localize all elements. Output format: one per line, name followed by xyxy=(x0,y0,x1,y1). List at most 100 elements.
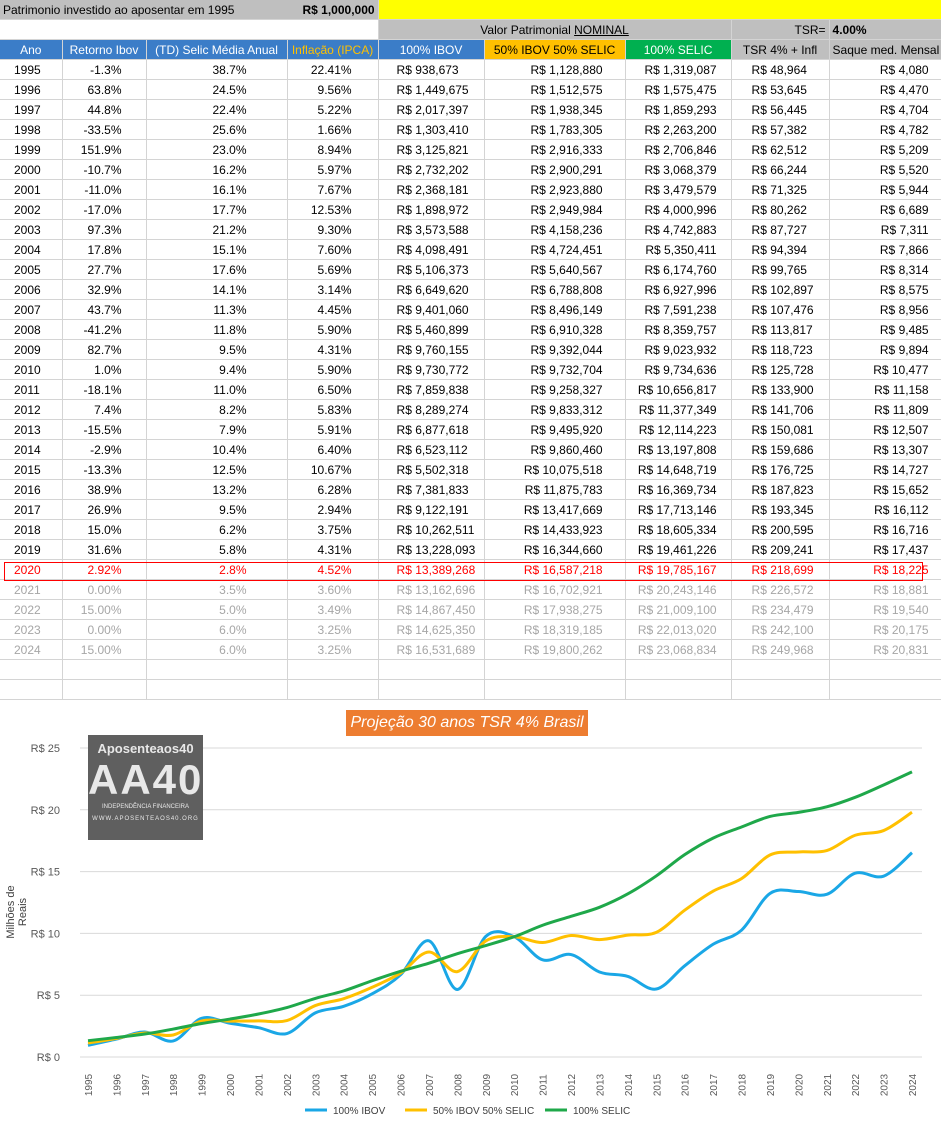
table-cell[interactable]: 11.0% xyxy=(146,379,288,400)
table-cell[interactable]: -1.3% xyxy=(62,59,147,80)
table-cell[interactable]: 8.2% xyxy=(146,399,288,420)
table-cell[interactable]: 2002 xyxy=(0,199,63,220)
table-cell[interactable]: 31.6% xyxy=(62,539,147,560)
table-cell[interactable]: 5.8% xyxy=(146,539,288,560)
table-cell[interactable]: 14.1% xyxy=(146,279,288,300)
column-header[interactable]: 50% IBOV 50% SELIC xyxy=(484,39,626,60)
table-cell[interactable]: 1997 xyxy=(0,99,63,120)
table-cell[interactable]: 2013 xyxy=(0,419,63,440)
table-cell[interactable]: 1996 xyxy=(0,79,63,100)
table-cell[interactable]: 15.1% xyxy=(146,239,288,260)
table-cell[interactable]: R$ 7,381,833 xyxy=(378,479,485,500)
empty-cell[interactable] xyxy=(62,679,147,700)
table-cell[interactable]: R$ 20,243,146 xyxy=(625,579,732,600)
table-cell[interactable]: R$ 4,704 xyxy=(829,99,941,120)
empty-cell[interactable] xyxy=(0,679,63,700)
table-cell[interactable]: R$ 4,782 xyxy=(829,119,941,140)
table-cell[interactable]: R$ 4,098,491 xyxy=(378,239,485,260)
table-cell[interactable]: 17.6% xyxy=(146,259,288,280)
table-cell[interactable]: R$ 11,875,783 xyxy=(484,479,626,500)
table-cell[interactable]: 5.83% xyxy=(287,399,379,420)
table-cell[interactable]: R$ 8,956 xyxy=(829,299,941,320)
table-cell[interactable]: 2009 xyxy=(0,339,63,360)
table-cell[interactable]: 44.8% xyxy=(62,99,147,120)
table-cell[interactable]: 6.28% xyxy=(287,479,379,500)
table-cell[interactable]: R$ 13,389,268 xyxy=(378,559,485,580)
table-cell[interactable]: R$ 176,725 xyxy=(731,459,830,480)
table-cell[interactable]: R$ 9,734,636 xyxy=(625,359,732,380)
table-cell[interactable]: R$ 2,900,291 xyxy=(484,159,626,180)
table-cell[interactable]: R$ 1,449,675 xyxy=(378,79,485,100)
table-cell[interactable]: R$ 9,392,044 xyxy=(484,339,626,360)
table-cell[interactable]: R$ 249,968 xyxy=(731,639,830,660)
table-cell[interactable]: R$ 53,645 xyxy=(731,79,830,100)
table-cell[interactable]: R$ 218,699 xyxy=(731,559,830,580)
table-cell[interactable]: R$ 226,572 xyxy=(731,579,830,600)
table-cell[interactable]: -41.2% xyxy=(62,319,147,340)
table-cell[interactable]: 25.6% xyxy=(146,119,288,140)
table-cell[interactable]: 2011 xyxy=(0,379,63,400)
table-cell[interactable]: R$ 2,706,846 xyxy=(625,139,732,160)
table-cell[interactable]: R$ 87,727 xyxy=(731,219,830,240)
empty-cell[interactable] xyxy=(146,679,288,700)
table-cell[interactable]: R$ 6,877,618 xyxy=(378,419,485,440)
table-cell[interactable]: R$ 22,013,020 xyxy=(625,619,732,640)
empty-cell[interactable] xyxy=(829,679,941,700)
table-cell[interactable]: 15.0% xyxy=(62,519,147,540)
table-cell[interactable]: R$ 8,575 xyxy=(829,279,941,300)
table-cell[interactable]: R$ 159,686 xyxy=(731,439,830,460)
table-cell[interactable]: R$ 6,523,112 xyxy=(378,439,485,460)
table-cell[interactable]: R$ 113,817 xyxy=(731,319,830,340)
table-cell[interactable]: 2014 xyxy=(0,439,63,460)
table-cell[interactable]: 1998 xyxy=(0,119,63,140)
empty-cell[interactable] xyxy=(731,679,830,700)
table-cell[interactable]: R$ 7,591,238 xyxy=(625,299,732,320)
table-cell[interactable]: R$ 17,938,275 xyxy=(484,599,626,620)
table-cell[interactable]: 9.56% xyxy=(287,79,379,100)
table-cell[interactable]: R$ 16,531,689 xyxy=(378,639,485,660)
column-header[interactable]: TSR 4% + Infl xyxy=(731,39,830,60)
table-cell[interactable]: R$ 12,507 xyxy=(829,419,941,440)
table-cell[interactable]: 6.40% xyxy=(287,439,379,460)
table-cell[interactable]: 13.2% xyxy=(146,479,288,500)
table-cell[interactable]: R$ 10,477 xyxy=(829,359,941,380)
table-cell[interactable]: R$ 2,368,181 xyxy=(378,179,485,200)
table-cell[interactable]: 2012 xyxy=(0,399,63,420)
table-cell[interactable]: R$ 9,258,327 xyxy=(484,379,626,400)
column-header[interactable]: Inflação (IPCA) xyxy=(287,39,379,60)
nominal-label-cell[interactable]: Valor Patrimonial NOMINAL xyxy=(378,19,732,40)
table-cell[interactable]: R$ 6,927,996 xyxy=(625,279,732,300)
table-cell[interactable]: 1.66% xyxy=(287,119,379,140)
column-header[interactable]: Saque med. Mensal xyxy=(829,39,941,60)
table-cell[interactable]: R$ 14,433,923 xyxy=(484,519,626,540)
table-cell[interactable]: 43.7% xyxy=(62,299,147,320)
tsr-value-cell[interactable]: 4.00% xyxy=(829,19,941,40)
table-cell[interactable]: R$ 56,445 xyxy=(731,99,830,120)
table-cell[interactable]: R$ 1,783,305 xyxy=(484,119,626,140)
table-cell[interactable]: R$ 16,587,218 xyxy=(484,559,626,580)
table-cell[interactable]: 2023 xyxy=(0,619,63,640)
table-cell[interactable]: R$ 7,866 xyxy=(829,239,941,260)
table-cell[interactable]: 16.1% xyxy=(146,179,288,200)
table-cell[interactable]: R$ 8,359,757 xyxy=(625,319,732,340)
table-cell[interactable]: 23.0% xyxy=(146,139,288,160)
table-cell[interactable]: R$ 2,949,984 xyxy=(484,199,626,220)
table-cell[interactable]: R$ 5,106,373 xyxy=(378,259,485,280)
table-cell[interactable]: -10.7% xyxy=(62,159,147,180)
table-cell[interactable]: 4.31% xyxy=(287,539,379,560)
table-cell[interactable]: -2.9% xyxy=(62,439,147,460)
table-cell[interactable]: R$ 62,512 xyxy=(731,139,830,160)
empty-cell[interactable] xyxy=(731,659,830,680)
table-cell[interactable]: R$ 5,209 xyxy=(829,139,941,160)
table-cell[interactable]: R$ 9,760,155 xyxy=(378,339,485,360)
table-cell[interactable]: 22.4% xyxy=(146,99,288,120)
table-cell[interactable]: R$ 107,476 xyxy=(731,299,830,320)
column-header[interactable]: Retorno Ibov xyxy=(62,39,147,60)
table-cell[interactable]: 4.52% xyxy=(287,559,379,580)
table-cell[interactable]: -33.5% xyxy=(62,119,147,140)
table-cell[interactable]: 2005 xyxy=(0,259,63,280)
table-cell[interactable]: 0.00% xyxy=(62,619,147,640)
table-cell[interactable]: R$ 1,128,880 xyxy=(484,59,626,80)
table-cell[interactable]: R$ 19,540 xyxy=(829,599,941,620)
table-cell[interactable]: 24.5% xyxy=(146,79,288,100)
